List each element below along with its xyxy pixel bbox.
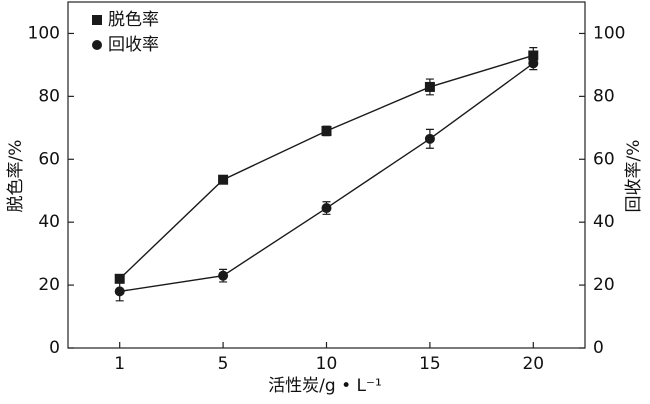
legend-label: 脱色率 — [108, 10, 159, 30]
data-point — [528, 50, 539, 61]
y2-tick-label: 80 — [593, 86, 615, 106]
y-tick-label: 100 — [28, 23, 60, 43]
y2-tick-label: 40 — [593, 212, 615, 232]
data-point — [424, 81, 435, 92]
x-tick-label: 10 — [316, 354, 338, 374]
series-line — [119, 54, 534, 280]
x-tick-label: 20 — [522, 354, 544, 374]
data-point — [92, 40, 102, 50]
data-point — [218, 174, 229, 185]
series-line — [119, 62, 534, 293]
y-tick-label: 80 — [38, 86, 60, 106]
data-point — [321, 203, 332, 214]
x-tick-label: 1 — [114, 354, 125, 374]
data-point — [114, 286, 125, 297]
y-axis-label: 脱色率/% — [6, 140, 26, 213]
x-tick-label: 5 — [218, 354, 229, 374]
x-axis-label: 活性炭/g • L⁻¹ — [268, 376, 382, 396]
y-tick-label: 20 — [38, 275, 60, 295]
x-tick-label: 15 — [419, 354, 441, 374]
y-tick-label: 0 — [49, 338, 60, 358]
data-point — [528, 58, 539, 69]
y2-tick-label: 60 — [593, 149, 615, 169]
data-point — [114, 273, 125, 284]
data-point — [424, 133, 435, 144]
data-point — [218, 270, 229, 281]
y2-tick-label: 20 — [593, 275, 615, 295]
data-point — [321, 125, 332, 136]
y2-tick-label: 0 — [593, 338, 604, 358]
y-tick-label: 60 — [38, 149, 60, 169]
legend-label: 回收率 — [108, 35, 159, 55]
y-tick-label: 40 — [38, 212, 60, 232]
data-point — [92, 15, 102, 25]
y2-tick-label: 100 — [593, 23, 625, 43]
y2-axis-label: 回收率/% — [624, 140, 644, 213]
